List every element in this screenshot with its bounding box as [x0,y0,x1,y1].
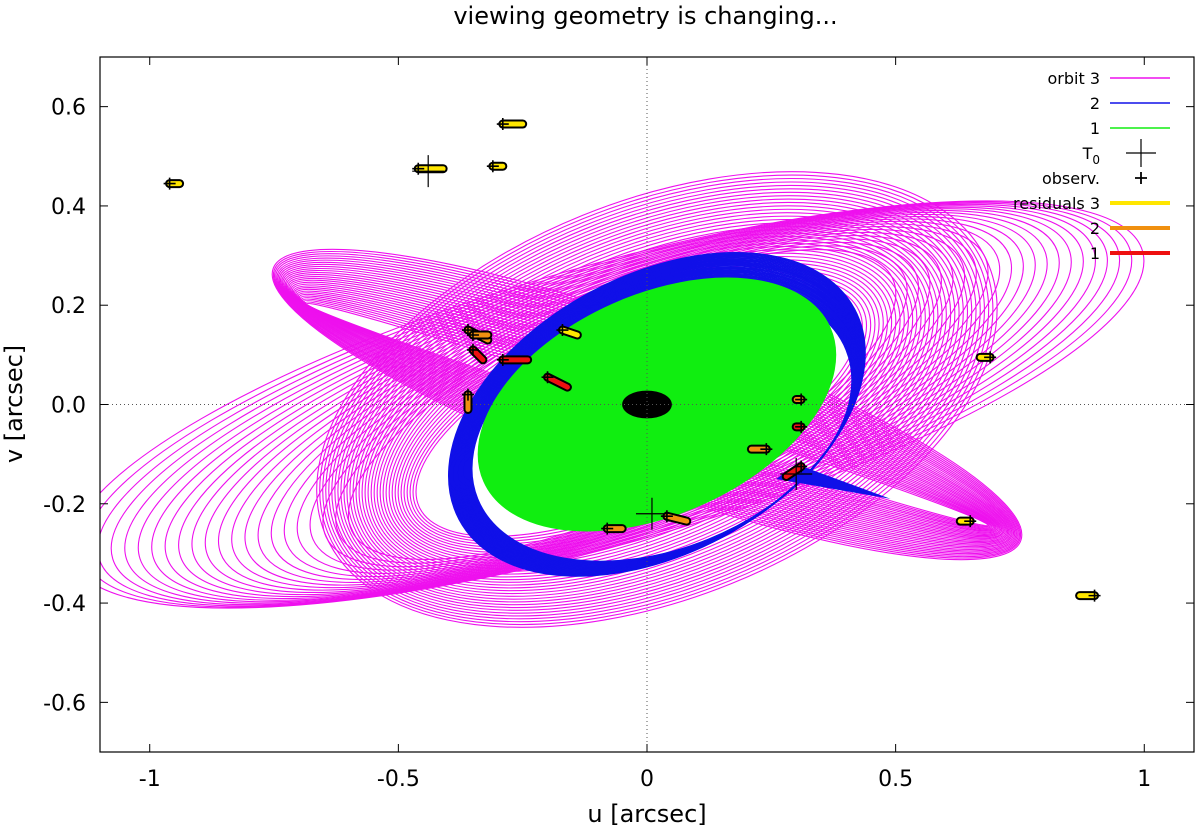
residual-3 [559,327,580,338]
y-tick-label: -0.4 [43,592,86,617]
orbit-3-line [346,205,956,600]
orbit-3-line [355,215,943,592]
legend-label: 1 [1090,119,1100,138]
legend-label: residuals 3 [1013,194,1100,213]
y-tick-label: 0.0 [51,394,86,419]
residual-1 [783,464,804,479]
t0-marker [412,155,445,188]
observation-point [461,388,474,401]
y-tick-label: 0.6 [51,96,86,121]
y-tick-label: -0.6 [43,691,86,716]
orbit-3-line [337,195,968,609]
legend-label: 1 [1090,244,1100,263]
observation-point [1088,589,1101,602]
x-tick-label: 1 [1137,767,1151,792]
observation-point [795,420,808,433]
observation-point [461,324,474,337]
observation-point [496,353,509,366]
orbit-3-line [334,191,973,611]
observation-point [466,343,479,356]
observation-point [760,443,773,456]
orbit-3-line [379,242,909,570]
legend-label: orbit 3 [1047,69,1100,88]
observation-point [795,393,808,406]
legend-label: observ. [1042,169,1100,188]
t0-marker [780,458,813,490]
observation-point [486,160,499,173]
observation-point [984,351,997,364]
observation-point [660,510,673,523]
x-tick-label: -0.5 [377,767,420,792]
y-tick-label: 0.2 [51,294,86,319]
chart-title: viewing geometry is changing... [453,2,838,30]
t0-marker [635,497,668,530]
orbit-3-line [376,239,914,572]
y-tick-label: -0.2 [43,493,86,518]
x-tick-label: -1 [139,767,161,792]
legend-label: T0 [1082,144,1100,167]
observation-point [466,329,479,341]
residual-1 [470,347,486,363]
orbit-3-line [370,232,922,578]
y-axis-label: v [arcsec] [0,345,28,463]
orbit-3-line [373,235,918,575]
orbit-3-line [325,181,985,620]
legend-label: 2 [1090,94,1100,113]
legend-label-subscript: 0 [1092,153,1100,167]
y-tick-label: 0.4 [51,195,86,220]
observation-point [556,324,569,337]
observation-point [541,371,554,384]
x-axis-label: u [arcsec] [587,800,706,828]
orbit-3-line [367,229,926,581]
residual-1 [545,374,570,390]
legend-t0-marker [1126,139,1156,167]
residual-2 [664,513,690,524]
orbit-3-line [352,212,947,595]
x-tick-label: 0.5 [878,767,913,792]
orbit-3-line [364,225,931,583]
orbit-3-line [349,208,952,597]
legend-label: 2 [1090,219,1100,238]
observation-point [795,460,808,473]
orbit-3-line [322,177,990,623]
orbit-3-line [319,174,994,626]
legend: orbit 3 2 1 T0 observ. residuals 3 2 1 [1013,69,1170,263]
orbit-2-tail [776,464,891,499]
orbit-3-line [343,201,960,603]
orbit-3-line [328,184,981,617]
orbit-3-line [340,198,964,606]
x-tick-label: 0 [640,767,654,792]
orbit-3-line [100,200,1145,609]
orbit-3-line [316,171,998,628]
observation-point [163,177,176,190]
observation-point [412,162,425,175]
orbit-3-line [100,202,1121,607]
observation-point [964,515,977,528]
center-object [622,390,672,419]
observation-point [496,118,509,131]
legend-observation-marker [1135,172,1147,184]
observation-point [601,522,614,535]
orbit-3-line [331,188,977,614]
